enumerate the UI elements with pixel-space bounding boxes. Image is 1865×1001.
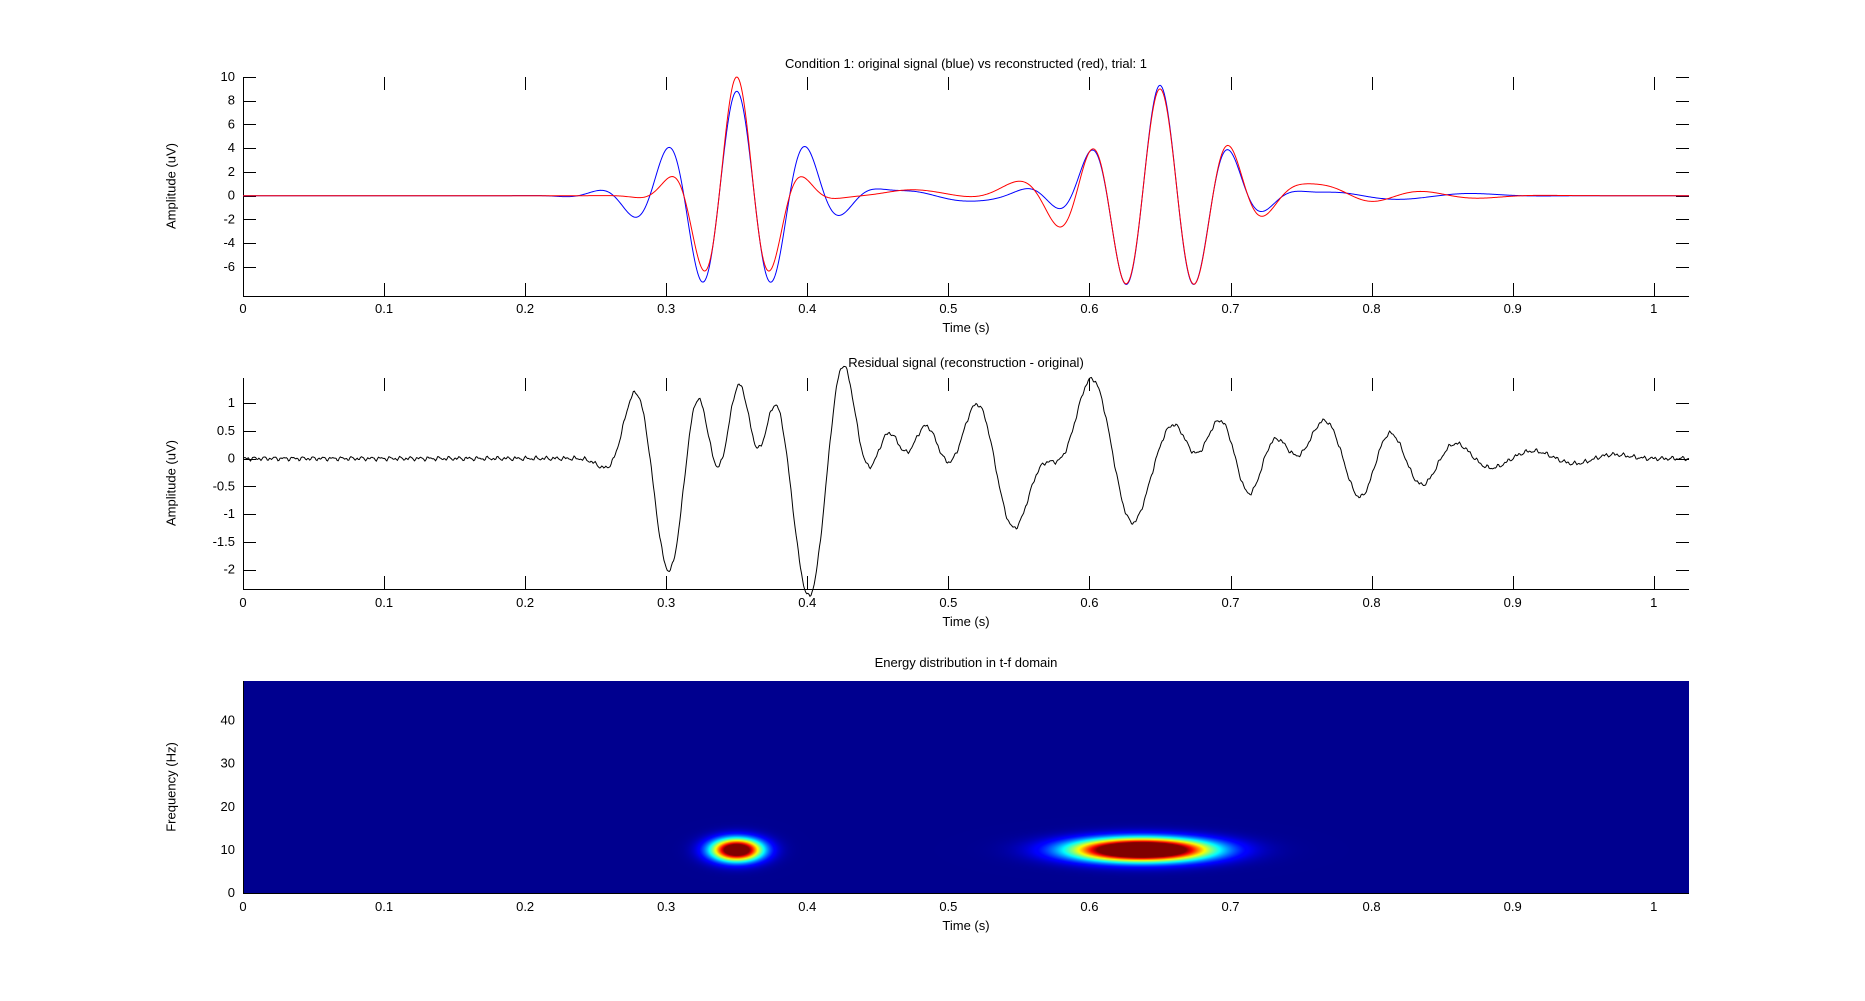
x-tick-label: 0.8 bbox=[1363, 595, 1381, 610]
x-tick-label: 0.4 bbox=[798, 595, 816, 610]
y-tick-label: 0 bbox=[228, 451, 235, 466]
x-tick-label: 0.8 bbox=[1363, 301, 1381, 316]
x-tick-label: 0.2 bbox=[516, 595, 534, 610]
x-tick-label: 0.1 bbox=[375, 595, 393, 610]
x-tick-label: 0.5 bbox=[939, 301, 957, 316]
x-tick-label: 0.3 bbox=[657, 899, 675, 914]
x-tick-label: 1 bbox=[1650, 595, 1657, 610]
y-tick-label: -1 bbox=[223, 506, 235, 521]
x-tick-label: 1 bbox=[1650, 301, 1657, 316]
y-tick-label: 20 bbox=[221, 799, 235, 814]
x-tick-label: 1 bbox=[1650, 899, 1657, 914]
x-tick-label: 0.6 bbox=[1080, 899, 1098, 914]
y-tick-label: 30 bbox=[221, 756, 235, 771]
x-tick-label: 0.4 bbox=[798, 899, 816, 914]
y-tick-label: -4 bbox=[223, 235, 235, 250]
x-tick-label: 0 bbox=[239, 899, 246, 914]
y-tick-label: -2 bbox=[223, 211, 235, 226]
y-tick-label: -2 bbox=[223, 562, 235, 577]
y-tick-label: 2 bbox=[228, 164, 235, 179]
x-tick-label: 0.3 bbox=[657, 301, 675, 316]
residual-plot-xlabel: Time (s) bbox=[942, 614, 990, 629]
x-tick-label: 0.7 bbox=[1221, 595, 1239, 610]
original-signal-trace bbox=[243, 84, 1689, 286]
spectrogram-image bbox=[243, 681, 1689, 893]
y-tick-label: -6 bbox=[223, 259, 235, 274]
x-tick-label: 0.5 bbox=[939, 595, 957, 610]
y-tick-label: 0.5 bbox=[217, 423, 235, 438]
x-tick-label: 0 bbox=[239, 595, 246, 610]
y-tick-label: 0 bbox=[228, 188, 235, 203]
y-tick-label: 10 bbox=[221, 69, 235, 84]
x-tick-label: 0.7 bbox=[1221, 301, 1239, 316]
signal-plot-ylabel: Amplitude (uV) bbox=[163, 143, 179, 229]
signal-plot-xlabel: Time (s) bbox=[942, 320, 990, 335]
y-tick-label: 4 bbox=[228, 140, 235, 155]
x-tick-label: 0.8 bbox=[1363, 899, 1381, 914]
y-tick-label: -0.5 bbox=[213, 478, 235, 493]
energy-plot-title: Energy distribution in t-f domain bbox=[874, 655, 1058, 670]
reconstructed-signal-trace bbox=[243, 76, 1689, 285]
y-tick-label: 1 bbox=[228, 395, 235, 410]
x-tick-label: 0.9 bbox=[1504, 595, 1522, 610]
x-tick-label: 0.2 bbox=[516, 899, 534, 914]
x-tick-label: 0.9 bbox=[1504, 899, 1522, 914]
y-tick-label: 6 bbox=[228, 116, 235, 131]
x-tick-label: 0.4 bbox=[798, 301, 816, 316]
x-tick-label: 0.7 bbox=[1221, 899, 1239, 914]
x-tick-label: 0.1 bbox=[375, 899, 393, 914]
x-tick-label: 0.2 bbox=[516, 301, 534, 316]
x-tick-label: 0.9 bbox=[1504, 301, 1522, 316]
residual-signal-trace bbox=[242, 365, 1690, 598]
x-tick-label: 0.6 bbox=[1080, 595, 1098, 610]
y-tick-label: -1.5 bbox=[213, 534, 235, 549]
x-tick-label: 0.5 bbox=[939, 899, 957, 914]
residual-plot-ylabel: Amplitude (uV) bbox=[163, 440, 179, 526]
residual-plot-title: Residual signal (reconstruction - origin… bbox=[848, 355, 1084, 370]
y-tick-label: 0 bbox=[228, 885, 235, 900]
energy-plot-ylabel: Frequency (Hz) bbox=[163, 742, 179, 832]
x-tick-label: 0.1 bbox=[375, 301, 393, 316]
x-tick-label: 0.6 bbox=[1080, 301, 1098, 316]
signal-plot-title: Condition 1: original signal (blue) vs r… bbox=[784, 56, 1148, 71]
y-tick-label: 40 bbox=[221, 713, 235, 728]
y-tick-label: 8 bbox=[228, 93, 235, 108]
x-tick-label: 0.3 bbox=[657, 595, 675, 610]
energy-plot-xlabel: Time (s) bbox=[942, 918, 990, 933]
y-tick-label: 10 bbox=[221, 842, 235, 857]
x-tick-label: 0 bbox=[239, 301, 246, 316]
